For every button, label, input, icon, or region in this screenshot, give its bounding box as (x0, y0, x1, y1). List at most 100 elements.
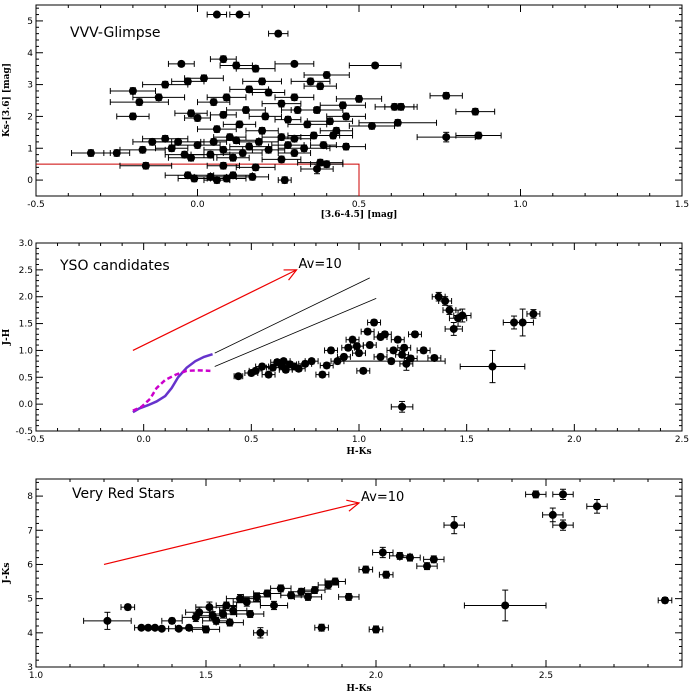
axes: -0.5 0.0 0.5 1.0 1.5 2.0 2.5 -0.5 0.0 0.5 1.0 1.5 2.… (15, 239, 689, 445)
data-point-marker (276, 584, 285, 593)
panel-vvv-glimpse: -0.5 0.0 0.5 1.0 1.5 0 1 2 3 4 5 VVV-Glimpse [3.6-… (2, 4, 689, 220)
data-point-marker (441, 297, 450, 306)
data-point-marker (406, 354, 415, 363)
data-point-marker (529, 309, 538, 318)
data-point (345, 335, 360, 344)
data-point (213, 171, 253, 180)
x-tick-label: 1.0 (352, 435, 367, 445)
data-point-marker (387, 357, 396, 366)
y-tick-label: 3 (27, 663, 33, 673)
y-tick-label: 0 (27, 176, 33, 186)
data-point-marker (280, 176, 289, 185)
data-point (373, 352, 388, 361)
data-point-marker (371, 61, 380, 70)
data-point (319, 101, 366, 110)
y-tick-label: 4 (27, 49, 33, 59)
y-tick-label: 8 (27, 492, 33, 502)
data-point (151, 137, 205, 146)
data-point (313, 131, 354, 140)
data-point-marker (344, 343, 353, 352)
data-point-marker (274, 29, 283, 38)
giant-locus (132, 369, 211, 412)
data-point-marker (248, 172, 257, 181)
data-point (287, 120, 328, 129)
data-point-marker (199, 74, 208, 83)
data-point (297, 158, 344, 167)
data-point (443, 516, 465, 535)
data-point (463, 589, 547, 622)
data-point-marker (376, 352, 385, 361)
data-point-marker (319, 141, 328, 150)
data-point-marker (234, 372, 243, 381)
data-point-marker (322, 71, 331, 80)
data-point-marker (202, 625, 210, 634)
data-point (397, 343, 412, 352)
data-point-marker (277, 99, 286, 108)
data-point-marker (501, 601, 510, 610)
data-point (367, 318, 382, 327)
x-axis-label: H-Ks (346, 447, 371, 457)
data-point-marker (209, 137, 218, 146)
data-point (197, 125, 237, 134)
data-point (242, 592, 272, 602)
data-point-marker (235, 10, 244, 19)
data-point (290, 106, 344, 115)
data-point (324, 577, 346, 586)
data-point-marker (225, 133, 234, 142)
data-point-marker (174, 137, 183, 146)
data-point-marker (398, 402, 407, 411)
data-point-marker (318, 370, 327, 379)
data-point-marker (190, 174, 199, 183)
x-tick-label: 1.0 (513, 200, 528, 210)
y-tick-label: -0.5 (15, 427, 33, 437)
data-point-marker (225, 618, 234, 627)
data-point (274, 59, 315, 68)
data-point (274, 115, 302, 124)
data-point-marker (193, 114, 202, 123)
data-point-marker (261, 112, 270, 121)
data-point (377, 330, 392, 339)
data-point (657, 596, 673, 605)
data-point-marker (559, 490, 567, 499)
data-point (455, 131, 502, 140)
reddening-vector-arrowhead (283, 269, 298, 281)
data-point (416, 131, 476, 143)
data-point-marker (329, 131, 338, 140)
y-tick-label: 7 (27, 526, 33, 536)
data-point-marker (290, 93, 299, 102)
data-point-marker (185, 623, 193, 632)
y-tick-label: 2.0 (19, 293, 34, 303)
data-point-marker (355, 94, 363, 103)
data-point-marker (348, 335, 357, 344)
data-point-marker (279, 357, 288, 366)
data-point (119, 161, 173, 170)
data-point-marker (313, 106, 322, 115)
data-point (277, 134, 312, 143)
data-point-marker (219, 610, 227, 619)
data-point-marker (219, 55, 228, 64)
data-point-marker (253, 592, 261, 601)
panel-title: VVV-Glimpse (70, 25, 161, 41)
data-point-marker (251, 366, 260, 375)
data-point-marker (327, 346, 336, 355)
data-point (206, 93, 247, 102)
data-point-marker (593, 502, 601, 511)
data-point-marker (222, 601, 231, 610)
data-point-marker (212, 125, 221, 134)
y-axis-label: J-H (2, 328, 12, 346)
data-point (229, 10, 250, 19)
y-tick-label: 0.5 (19, 373, 33, 383)
data-point (253, 627, 268, 639)
x-tick-label: 0.5 (244, 435, 258, 445)
x-tick-label: 1.5 (460, 435, 474, 445)
data-point-marker (229, 171, 238, 180)
data-point (253, 589, 282, 598)
data-point (310, 141, 337, 150)
data-point-marker (270, 601, 278, 610)
data-point (154, 624, 170, 633)
reddening-vector (103, 502, 360, 566)
data-point (374, 102, 415, 111)
data-point (261, 99, 302, 108)
data-point-marker (174, 624, 183, 633)
